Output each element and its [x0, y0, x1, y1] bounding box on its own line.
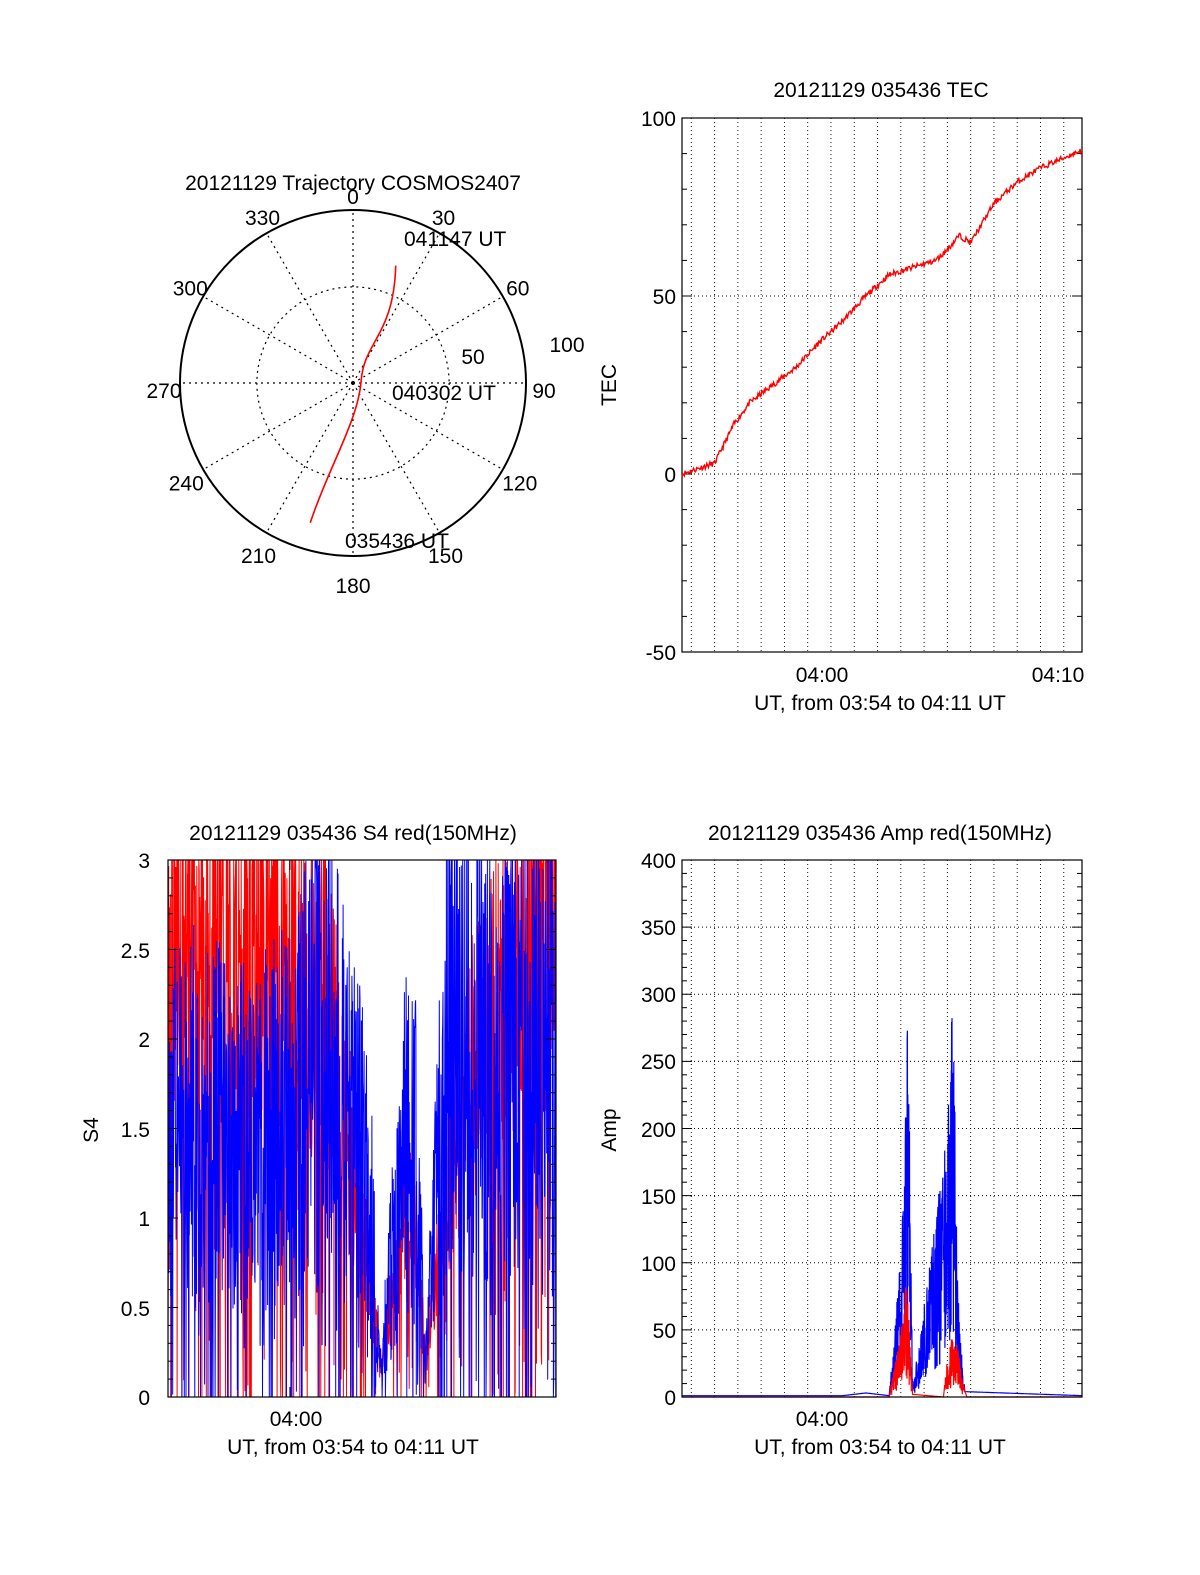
azimuth-label-120: 120	[502, 473, 537, 496]
tec-ticks	[682, 117, 1082, 653]
horizon-circle	[179, 209, 527, 557]
radial-label-100: 100	[549, 334, 584, 357]
azimuth-label-270: 270	[146, 380, 181, 403]
azimuth-labels: 0 30 60 90 120 150 180 210 240 270 300 330	[146, 186, 555, 598]
azimuth-label-210: 210	[241, 545, 276, 568]
amp-ytick-250: 250	[641, 1051, 676, 1074]
amp-title: 20121129 035436 Amp red(150MHz)	[708, 822, 1052, 845]
s4-ytick-1.5: 1.5	[121, 1119, 150, 1142]
end-time-label: 041147 UT	[404, 228, 507, 251]
tec-grid	[682, 117, 1082, 653]
s4-ytick-2.5: 2.5	[121, 940, 150, 963]
azimuth-spoke-300	[202, 295, 354, 384]
amp-ytick-150: 150	[641, 1186, 676, 1209]
azimuth-spoke-120	[352, 382, 504, 471]
tec-ytick-50: 50	[653, 286, 676, 309]
amp-ytick-100: 100	[641, 1253, 676, 1276]
azimuth-spoke-210	[265, 382, 354, 534]
tec-xtick-0400: 04:00	[796, 664, 849, 687]
amp-ytick-300: 300	[641, 984, 676, 1007]
amp-y-axis-label: Amp	[598, 1108, 621, 1151]
amp-ytick-0: 0	[664, 1387, 676, 1410]
azimuth-label-150: 150	[428, 545, 463, 568]
azimuth-label-60: 60	[506, 278, 529, 301]
amp-blue-series	[682, 1018, 1083, 1397]
tec-ytick-neg50: -50	[646, 642, 676, 665]
azimuth-spoke-30	[352, 232, 441, 384]
s4-y-tick-labels: 3 2.5 2 1.5 1 0.5 0	[121, 850, 150, 1410]
amp-red-series	[682, 1287, 1082, 1398]
mid-time-label: 040302 UT	[392, 382, 496, 405]
azimuth-spoke-240	[202, 382, 354, 471]
s4-plot-frame	[167, 859, 557, 1398]
tec-y-tick-labels: 100 50 0 -50	[641, 108, 676, 665]
azimuth-label-300: 300	[173, 278, 208, 301]
amp-ytick-50: 50	[653, 1320, 676, 1343]
tec-series	[681, 148, 1083, 478]
amp-ytick-350: 350	[641, 917, 676, 940]
s4-title: 20121129 035436 S4 red(150MHz)	[189, 822, 517, 845]
tec-ytick-100: 100	[641, 108, 676, 131]
s4-ytick-1: 1	[138, 1208, 150, 1231]
tec-plot-frame	[681, 117, 1083, 653]
amp-panel: 20121129 035436 Amp red(150MHz) 400 350 …	[598, 822, 1083, 1459]
azimuth-spoke-150	[352, 382, 441, 534]
amp-xtick-0400: 04:00	[796, 1408, 849, 1431]
amp-grid	[682, 860, 1082, 1397]
s4-xtick-0400: 04:00	[270, 1408, 323, 1431]
tec-y-axis-label: TEC	[598, 364, 621, 406]
polar-grid	[180, 210, 526, 556]
azimuth-label-30: 30	[432, 207, 455, 230]
s4-y-axis-label: S4	[80, 1117, 103, 1143]
azimuth-label-330: 330	[245, 207, 280, 230]
azimuth-label-240: 240	[169, 473, 204, 496]
s4-blue-series	[167, 859, 557, 1398]
trajectory-panel: 20121129 Trajectory COSMOS2407 0 30 60 90 12…	[146, 172, 584, 598]
amp-y-tick-labels: 400 350 300 250 200 150 100 50 0	[641, 850, 676, 1410]
tec-xtick-0410: 04:10	[1032, 664, 1085, 687]
tec-panel: 20121129 035436 TEC 100 50 0 -50 04:00 0…	[598, 79, 1084, 715]
azimuth-label-180: 180	[335, 575, 370, 598]
azimuth-label-90: 90	[532, 380, 555, 403]
tec-ytick-0: 0	[664, 464, 676, 487]
s4-ytick-2: 2	[138, 1029, 150, 1052]
radial-label-50: 50	[461, 346, 484, 369]
trajectory-title: 20121129 Trajectory COSMOS2407	[185, 172, 521, 195]
azimuth-spoke-330	[265, 232, 354, 384]
amp-x-axis-label: UT, from 03:54 to 04:11 UT	[754, 1436, 1006, 1459]
azimuth-spoke-60	[352, 295, 504, 384]
s4-ytick-0: 0	[138, 1387, 150, 1410]
satellite-track	[309, 265, 397, 523]
tec-title: 20121129 035436 TEC	[773, 79, 988, 102]
tec-x-axis-label: UT, from 03:54 to 04:11 UT	[754, 692, 1006, 715]
s4-ytick-3: 3	[138, 850, 150, 873]
amp-plot-frame	[681, 859, 1083, 1398]
s4-panel: 20121129 035436 S4 red(150MHz) 3 2.5 2 1…	[80, 822, 557, 1459]
amp-ytick-400: 400	[641, 850, 676, 873]
s4-ytick-0.5: 0.5	[121, 1298, 150, 1321]
start-time-label: 035436 UT	[345, 530, 449, 553]
amp-ytick-200: 200	[641, 1119, 676, 1142]
s4-x-axis-label: UT, from 03:54 to 04:11 UT	[227, 1436, 479, 1459]
azimuth-label-0: 0	[347, 186, 359, 209]
